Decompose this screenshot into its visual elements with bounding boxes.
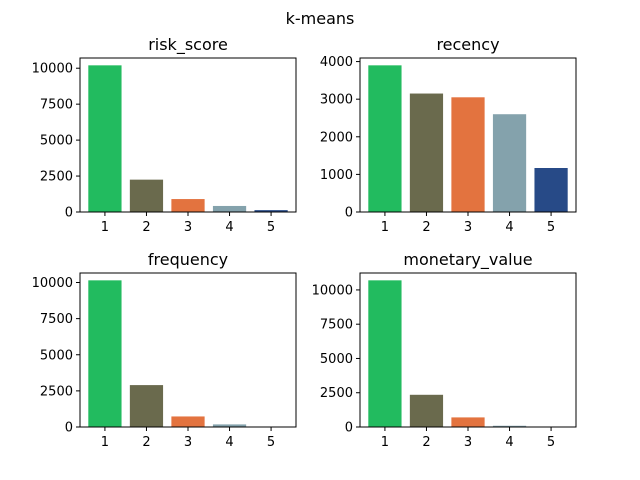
figure-suptitle: k-means xyxy=(286,9,355,28)
x-tick-label: 2 xyxy=(142,220,150,235)
y-tick-label: 2500 xyxy=(40,384,73,399)
x-tick-label: 3 xyxy=(184,220,192,235)
bar-3 xyxy=(451,417,485,427)
y-tick-label: 4000 xyxy=(320,55,353,70)
bar-1 xyxy=(368,65,402,212)
bar-2 xyxy=(409,93,444,212)
x-tick-label: 1 xyxy=(101,220,109,235)
bar-4 xyxy=(212,424,247,427)
bar-1 xyxy=(88,65,122,212)
y-tick-label: 7500 xyxy=(40,312,73,327)
x-tick-label: 4 xyxy=(505,220,513,235)
bar-1 xyxy=(368,280,402,427)
bar-1 xyxy=(88,280,122,427)
y-tick-label: 7500 xyxy=(40,98,73,113)
x-tick-label: 1 xyxy=(381,435,389,450)
subplot-title: recency xyxy=(436,35,499,54)
y-tick-label: 2000 xyxy=(320,130,353,145)
bar-3 xyxy=(171,199,205,212)
x-tick-label: 2 xyxy=(422,435,430,450)
y-tick-label: 2500 xyxy=(40,170,73,185)
y-tick-label: 1000 xyxy=(320,168,353,183)
bar-2 xyxy=(129,179,164,212)
y-tick-label: 10000 xyxy=(312,283,353,298)
x-tick-label: 4 xyxy=(505,435,513,450)
bar-4 xyxy=(492,114,527,212)
y-tick-label: 2500 xyxy=(320,386,353,401)
y-tick-label: 7500 xyxy=(320,318,353,333)
bar-3 xyxy=(171,416,205,427)
y-tick-label: 0 xyxy=(65,206,73,221)
y-tick-label: 0 xyxy=(65,421,73,436)
bar-4 xyxy=(212,205,247,212)
bar-5 xyxy=(254,210,288,212)
bar-2 xyxy=(409,394,444,427)
x-tick-label: 2 xyxy=(422,220,430,235)
bar-5 xyxy=(534,168,568,212)
x-tick-label: 5 xyxy=(547,435,555,450)
subplot-1: risk_score 1 2 3 4 5 0 2500 5000 7500 10000 xyxy=(32,35,297,235)
x-tick-label: 4 xyxy=(225,220,233,235)
x-tick-label: 4 xyxy=(225,435,233,450)
x-tick-label: 1 xyxy=(101,435,109,450)
x-tick-label: 5 xyxy=(267,220,275,235)
bar-3 xyxy=(451,97,485,212)
x-tick-label: 5 xyxy=(547,220,555,235)
y-tick-label: 0 xyxy=(345,206,353,221)
subplot-2: recency 1 2 3 4 5 0 1000 2000 3000 4000 xyxy=(320,35,577,235)
x-tick-label: 3 xyxy=(184,435,192,450)
subplot-title: risk_score xyxy=(148,35,228,55)
subplot-title: frequency xyxy=(148,250,228,269)
y-tick-label: 0 xyxy=(345,421,353,436)
y-tick-label: 10000 xyxy=(32,62,73,77)
subplot-4: monetary_value 1 2 3 4 5 0 2500 5000 7500 10000 xyxy=(312,250,577,450)
y-tick-label: 10000 xyxy=(32,276,73,291)
x-tick-label: 2 xyxy=(142,435,150,450)
x-tick-label: 3 xyxy=(464,435,472,450)
x-tick-label: 5 xyxy=(267,435,275,450)
y-tick-label: 3000 xyxy=(320,93,353,108)
y-tick-label: 5000 xyxy=(40,134,73,149)
y-tick-label: 5000 xyxy=(40,348,73,363)
subplot-3: frequency 1 2 3 4 5 0 2500 5000 7500 10000 xyxy=(32,250,297,450)
x-tick-label: 3 xyxy=(464,220,472,235)
bar-4 xyxy=(492,425,527,427)
x-tick-label: 1 xyxy=(381,220,389,235)
y-tick-label: 5000 xyxy=(320,352,353,367)
bar-2 xyxy=(129,385,164,427)
subplot-title: monetary_value xyxy=(403,250,532,270)
